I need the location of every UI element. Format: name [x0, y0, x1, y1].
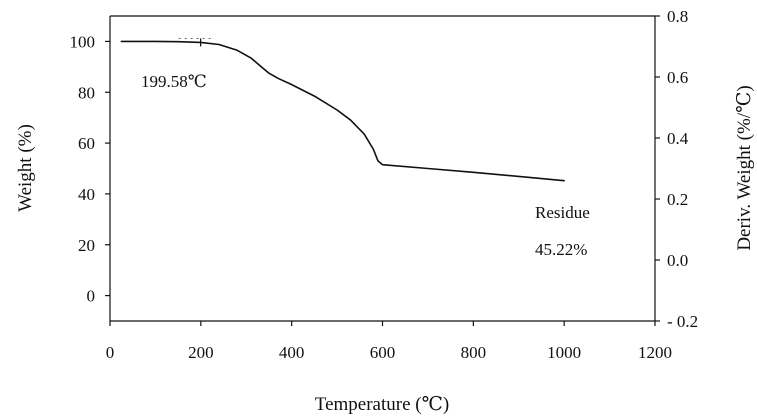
plot-frame	[109, 15, 656, 322]
x-axis-title: Temperature (℃)	[315, 394, 449, 415]
y2-tick-label: 0.4	[667, 129, 689, 148]
y-tick-label: 20	[78, 236, 95, 255]
residue-value-label: 45.22%	[535, 240, 587, 259]
y-axis-title: Weight (%)	[15, 124, 36, 212]
x-tick-label: 0	[106, 343, 115, 362]
weight-curve	[120, 40, 566, 182]
x-tick-label: 800	[461, 343, 487, 362]
y2-axis-ticks: - 0.2 0.0 0.2 0.4 0.6 0.8	[655, 7, 698, 331]
y-tick-label: 100	[70, 32, 96, 51]
x-tick-label: 400	[279, 343, 305, 362]
x-tick-label: 600	[370, 343, 396, 362]
series-layer	[120, 40, 566, 182]
y-tick-label: 60	[78, 134, 95, 153]
y2-tick-label: 0.6	[667, 68, 688, 87]
y2-tick-label: 0.2	[667, 190, 688, 209]
y-tick-label: 0	[87, 287, 96, 306]
y-tick-label: 40	[78, 185, 95, 204]
y2-axis-title: Deriv. Weight (%/℃)	[734, 85, 755, 250]
onset-temperature-label: 199.58℃	[141, 72, 207, 91]
x-tick-label: 1000	[547, 343, 581, 362]
y2-tick-label: 0.0	[667, 251, 688, 270]
onset-marker	[178, 38, 215, 47]
y2-tick-label: 0.8	[667, 7, 688, 26]
y-axis-ticks: 0 20 40 60 80 100	[70, 32, 110, 306]
residue-label: Residue	[535, 203, 590, 222]
x-tick-label: 200	[188, 343, 214, 362]
y-tick-label: 80	[78, 83, 95, 102]
x-axis-ticks: 0 200 400 600 800 1000 1200	[106, 321, 672, 362]
y2-tick-label: - 0.2	[667, 312, 698, 331]
x-tick-label: 1200	[638, 343, 672, 362]
